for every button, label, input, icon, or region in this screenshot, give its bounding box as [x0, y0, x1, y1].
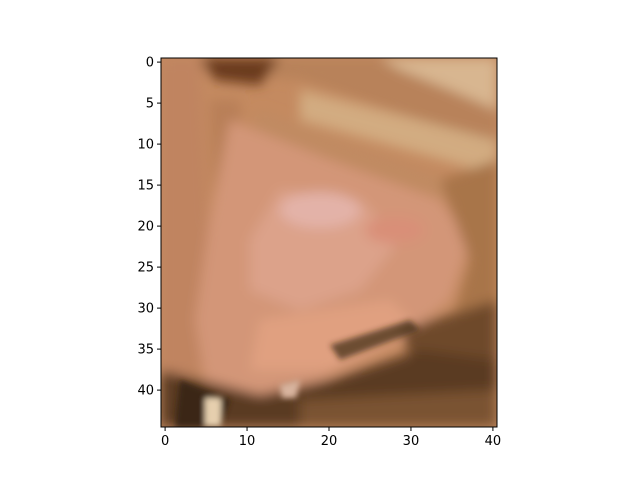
- y-tick-label: 15: [137, 179, 154, 194]
- y-tick-label: 35: [137, 343, 154, 358]
- y-tick-label: 5: [146, 97, 154, 112]
- x-tick-label: 10: [239, 434, 256, 449]
- y-tick-label: 0: [146, 56, 154, 71]
- y-tick-label: 40: [137, 384, 154, 399]
- x-tick-label: 30: [403, 434, 420, 449]
- image-content: [161, 58, 497, 427]
- x-axis: 0 10 20 30 40: [161, 427, 501, 449]
- y-tick-label: 30: [137, 302, 154, 317]
- y-tick-label: 10: [137, 138, 154, 153]
- y-axis: 0 5 10 15 20 25 30 35 40: [137, 56, 161, 399]
- y-tick-label: 20: [137, 220, 154, 235]
- x-tick-label: 40: [485, 434, 502, 449]
- x-tick-label: 0: [161, 434, 169, 449]
- y-tick-label: 25: [137, 261, 154, 276]
- x-tick-label: 20: [321, 434, 338, 449]
